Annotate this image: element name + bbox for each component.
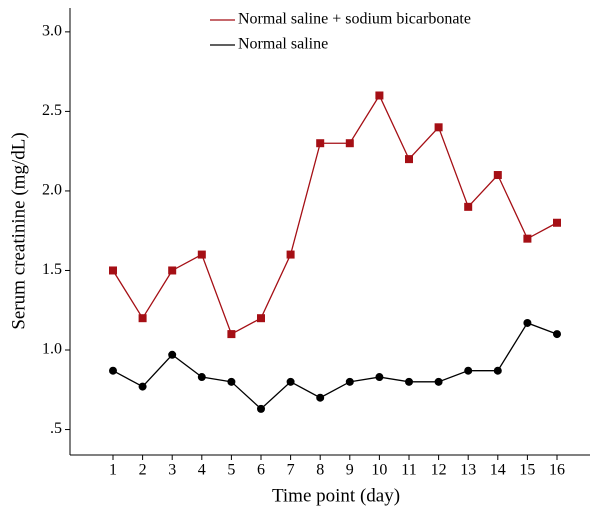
marker — [345, 377, 354, 386]
marker — [345, 139, 354, 148]
marker — [197, 373, 206, 382]
y-tick-label: 2.0 — [42, 182, 62, 199]
x-tick-label: 8 — [316, 462, 324, 479]
legend-label: Normal saline — [238, 36, 328, 53]
marker — [553, 330, 561, 339]
marker — [227, 330, 236, 339]
marker — [316, 393, 325, 402]
x-tick-label: 10 — [371, 462, 387, 479]
y-tick-label: 1.0 — [42, 341, 62, 358]
marker — [553, 218, 561, 227]
x-tick-label: 15 — [519, 462, 535, 479]
marker — [434, 377, 443, 386]
marker — [464, 366, 473, 375]
marker — [197, 250, 206, 259]
marker — [168, 350, 177, 359]
x-tick-label: 16 — [549, 462, 565, 479]
marker — [286, 377, 295, 386]
marker — [138, 382, 147, 391]
marker — [316, 139, 325, 148]
x-tick-label: 7 — [287, 462, 295, 479]
x-axis-label: Time point (day) — [272, 485, 400, 506]
marker — [493, 366, 502, 375]
marker — [109, 366, 117, 375]
x-tick-label: 1 — [109, 462, 117, 479]
marker — [375, 373, 384, 382]
series-line — [112, 322, 558, 410]
y-tick-label: 3.0 — [42, 23, 62, 40]
marker — [464, 202, 473, 211]
marker — [138, 314, 147, 323]
y-tick-label: .5 — [50, 420, 62, 437]
y-axis-label: Serum creatinine (mg/dL) — [8, 132, 29, 329]
marker — [405, 377, 413, 386]
marker — [227, 377, 236, 386]
marker — [523, 318, 532, 327]
legend-label: Normal saline + sodium bicarbonate — [238, 11, 471, 28]
marker — [493, 171, 502, 180]
marker — [434, 123, 443, 132]
x-tick-label: 3 — [168, 462, 176, 479]
marker — [405, 155, 413, 164]
series-line — [112, 94, 558, 336]
marker — [375, 91, 384, 100]
x-tick-label: 12 — [431, 462, 447, 479]
marker — [257, 314, 265, 323]
x-tick-label: 13 — [460, 462, 476, 479]
marker — [523, 234, 532, 243]
x-tick-label: 4 — [198, 462, 206, 479]
x-tick-label: 9 — [346, 462, 354, 479]
marker — [286, 250, 295, 259]
x-tick-label: 6 — [257, 462, 265, 479]
y-tick-label: 1.5 — [42, 261, 62, 278]
x-tick-label: 14 — [490, 462, 506, 479]
x-tick-label: 2 — [139, 462, 147, 479]
x-tick-label: 11 — [401, 462, 416, 479]
x-tick-label: 5 — [227, 462, 235, 479]
marker — [257, 404, 265, 413]
y-tick-label: 2.5 — [42, 102, 62, 119]
marker — [168, 266, 177, 275]
marker — [109, 266, 117, 275]
